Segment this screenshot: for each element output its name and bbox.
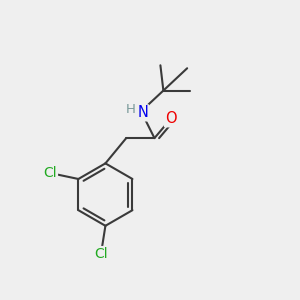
Text: O: O bbox=[165, 111, 177, 126]
Text: H: H bbox=[126, 103, 136, 116]
Text: Cl: Cl bbox=[94, 247, 108, 261]
Text: N: N bbox=[137, 105, 148, 120]
Text: Cl: Cl bbox=[43, 166, 57, 180]
